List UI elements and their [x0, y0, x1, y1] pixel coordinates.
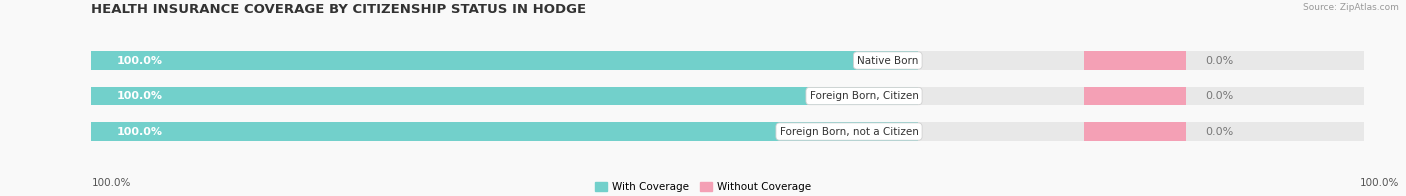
Text: 100.0%: 100.0%	[117, 91, 163, 101]
Bar	[1084, 122, 1185, 141]
Bar	[91, 122, 1364, 141]
Text: 100.0%: 100.0%	[117, 55, 163, 65]
Bar	[91, 51, 1364, 70]
Text: 100.0%: 100.0%	[91, 178, 131, 188]
Legend: With Coverage, Without Coverage: With Coverage, Without Coverage	[591, 178, 815, 196]
Bar	[91, 122, 918, 141]
Bar	[91, 51, 918, 70]
Text: Source: ZipAtlas.com: Source: ZipAtlas.com	[1303, 3, 1399, 12]
Text: 0.0%: 0.0%	[1205, 127, 1233, 137]
Text: 0.0%: 0.0%	[1205, 55, 1233, 65]
Bar	[91, 87, 918, 105]
Text: 100.0%: 100.0%	[1360, 178, 1399, 188]
Text: 100.0%: 100.0%	[117, 127, 163, 137]
Text: HEALTH INSURANCE COVERAGE BY CITIZENSHIP STATUS IN HODGE: HEALTH INSURANCE COVERAGE BY CITIZENSHIP…	[91, 3, 586, 16]
Text: Foreign Born, not a Citizen: Foreign Born, not a Citizen	[779, 127, 918, 137]
Bar	[1084, 87, 1185, 105]
Text: 0.0%: 0.0%	[1205, 91, 1233, 101]
Bar	[91, 87, 1364, 105]
Text: Foreign Born, Citizen: Foreign Born, Citizen	[810, 91, 918, 101]
Bar	[1084, 51, 1185, 70]
Text: Native Born: Native Born	[858, 55, 918, 65]
